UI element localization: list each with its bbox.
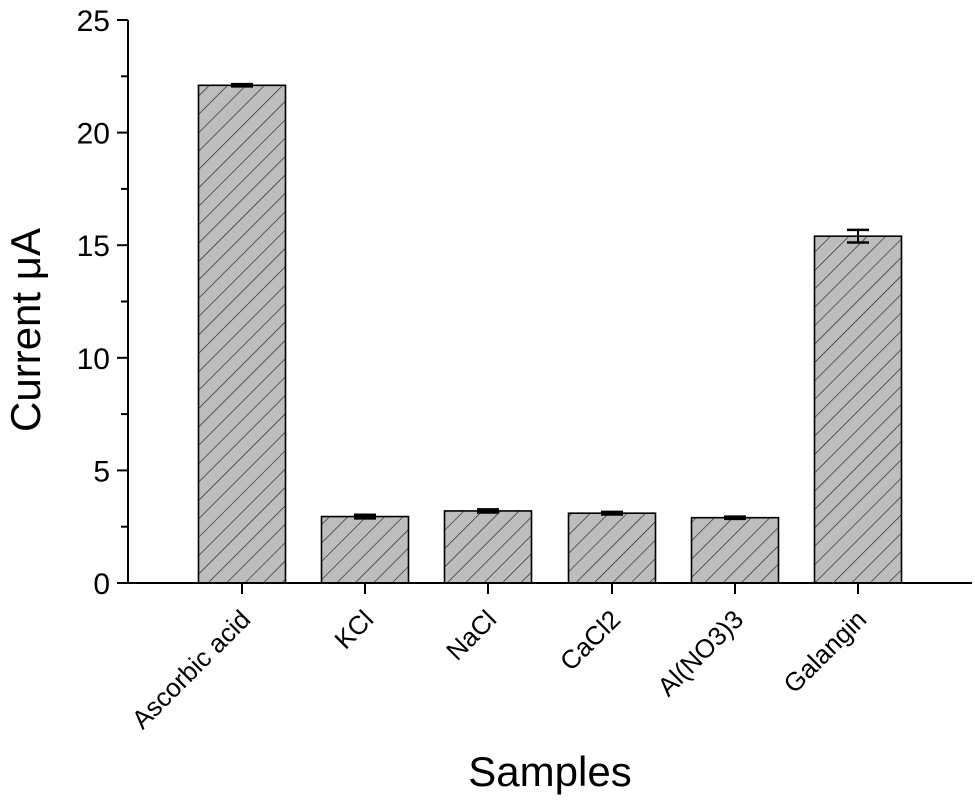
axes-group [117, 19, 972, 594]
bars-group [197, 82, 903, 584]
bar-2 [443, 510, 533, 584]
y-tick-label: 5 [93, 455, 110, 488]
x-category-label: Ascorbic acid [126, 604, 257, 735]
y-tick-label: 20 [77, 118, 110, 151]
bar-0 [197, 84, 287, 584]
x-category-label: KCl [328, 604, 379, 655]
y-axis-title: Current μA [2, 228, 49, 432]
labels-group: Ascorbic acid KCl NaCl CaCl2 Al(NO3)3 Galangi… [2, 5, 872, 795]
bar-3 [567, 512, 657, 584]
x-category-label: Al(NO3)3 [651, 604, 749, 702]
y-tick-label: 0 [93, 568, 110, 601]
y-tick-label: 25 [77, 5, 110, 38]
y-tick-label: 10 [77, 343, 110, 376]
x-category-label: CaCl2 [554, 604, 626, 676]
x-category-label: Galangin [777, 604, 872, 699]
bar-1 [320, 515, 410, 584]
bar-5 [813, 235, 903, 584]
x-axis-title: Samples [468, 748, 631, 795]
bar-4 [690, 516, 780, 584]
y-tick-label: 15 [77, 230, 110, 263]
x-category-label: NaCl [440, 604, 502, 666]
